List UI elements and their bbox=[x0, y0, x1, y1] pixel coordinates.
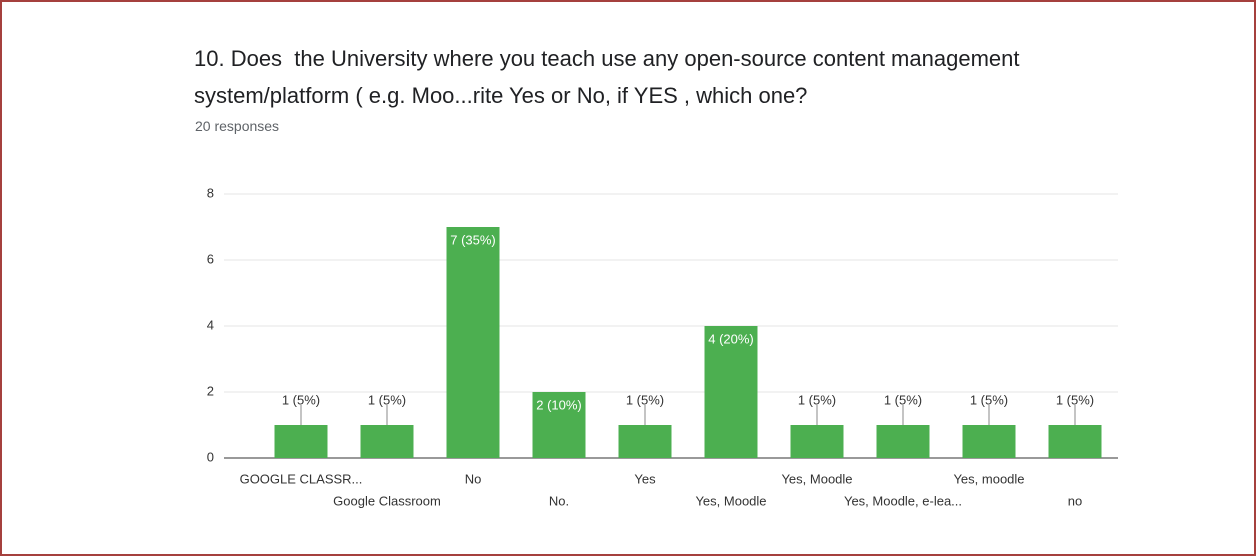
bar bbox=[446, 227, 500, 458]
data-label: 1 (5%) bbox=[368, 392, 406, 407]
data-label: 4 (20%) bbox=[708, 331, 754, 346]
bar bbox=[790, 425, 844, 458]
x-tick-label: Yes, Moodle bbox=[781, 471, 852, 486]
data-label: 2 (10%) bbox=[536, 397, 582, 412]
x-tick-label: No bbox=[465, 471, 482, 486]
bar bbox=[876, 425, 930, 458]
bar bbox=[1048, 425, 1102, 458]
data-label: 1 (5%) bbox=[970, 392, 1008, 407]
question-title: 10. Does the University where you teach … bbox=[194, 46, 1026, 108]
bar bbox=[532, 392, 586, 458]
data-label: 1 (5%) bbox=[1056, 392, 1094, 407]
x-tick-label: GOOGLE CLASSR... bbox=[240, 471, 363, 486]
x-tick-label: Yes, Moodle, e-lea... bbox=[844, 493, 962, 508]
bar bbox=[704, 326, 758, 458]
x-tick-label: No. bbox=[549, 493, 569, 508]
x-tick-label: no bbox=[1068, 493, 1082, 508]
y-tick-label: 8 bbox=[207, 185, 214, 200]
x-tick-label: Google Classroom bbox=[333, 493, 441, 508]
data-label: 7 (35%) bbox=[450, 232, 496, 247]
data-label: 1 (5%) bbox=[626, 392, 664, 407]
y-tick-label: 2 bbox=[207, 383, 214, 398]
data-label: 1 (5%) bbox=[884, 392, 922, 407]
data-label: 1 (5%) bbox=[282, 392, 320, 407]
x-tick-label: Yes bbox=[634, 471, 656, 486]
bar bbox=[274, 425, 328, 458]
bar bbox=[618, 425, 672, 458]
bar bbox=[360, 425, 414, 458]
bar bbox=[962, 425, 1016, 458]
y-tick-label: 6 bbox=[207, 251, 214, 266]
response-count: 20 responses bbox=[195, 118, 280, 134]
x-tick-label: Yes, Moodle bbox=[695, 493, 766, 508]
y-tick-label: 4 bbox=[207, 317, 214, 332]
data-label: 1 (5%) bbox=[798, 392, 836, 407]
x-tick-label: Yes, moodle bbox=[953, 471, 1024, 486]
y-tick-label: 0 bbox=[207, 449, 214, 464]
